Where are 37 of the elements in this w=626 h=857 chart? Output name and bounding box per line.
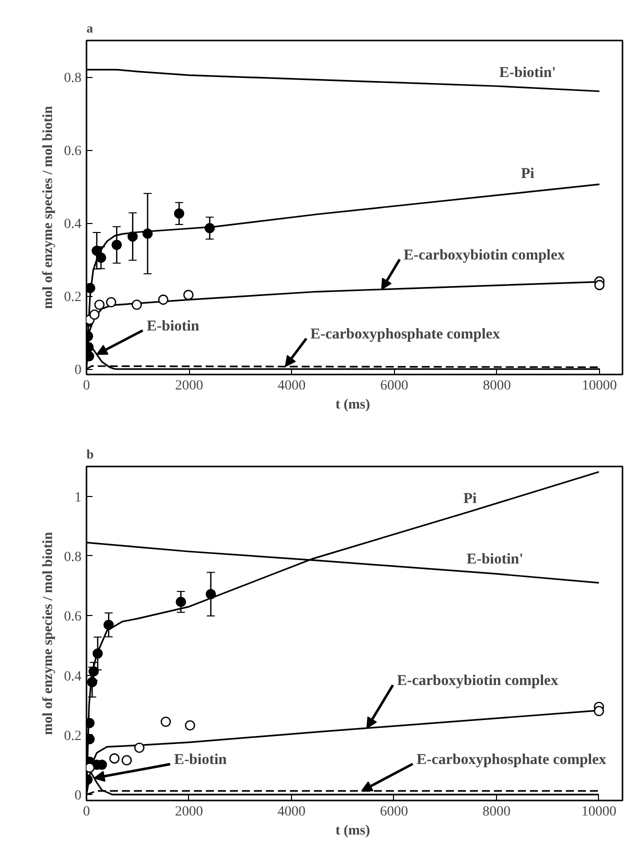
chart-title: a <box>86 20 94 36</box>
y-tick-label: 0.2 <box>64 290 82 306</box>
x-tick-label: 2000 <box>175 378 204 394</box>
annotation: E-biotin' <box>499 65 556 82</box>
annotation: E-biotin <box>146 318 200 334</box>
annotation: Pi <box>463 491 477 508</box>
y-tick-label: 0.4 <box>64 669 82 684</box>
annotation: Pi <box>520 166 534 182</box>
annotation: E-carboxybiotin complex <box>404 247 566 264</box>
x-tick-label: 10000 <box>581 804 616 820</box>
annotation: E-biotin <box>174 752 228 768</box>
y-tick-label: 0.8 <box>64 71 82 86</box>
annotation: E-biotin' <box>466 552 524 568</box>
annotation: E-carboxyphosphate complex <box>416 752 607 768</box>
y-tick-label: 0.2 <box>64 728 82 744</box>
annotation: E-carboxybiotin complex <box>396 673 559 690</box>
x-axis-title: t (ms) <box>335 398 370 412</box>
x-tick-label: 6000 <box>380 804 408 820</box>
y-axis-title: mol of enzyme species / mol biotin <box>41 106 56 309</box>
y-tick-label: 0 <box>74 788 82 804</box>
x-tick-label: 4000 <box>277 804 306 820</box>
x-tick-label: 8000 <box>482 804 510 820</box>
chart-title: b <box>86 446 94 462</box>
x-tick-label: 4000 <box>278 378 306 394</box>
x-tick-label: 2000 <box>174 804 203 820</box>
y-tick-label: 0.4 <box>64 217 82 232</box>
x-tick-label: 6000 <box>380 378 408 394</box>
annotation: E-carboxyphosphate complex <box>310 326 500 342</box>
x-tick-label: 8000 <box>482 378 511 394</box>
y-tick-label: 0.6 <box>64 610 82 625</box>
y-tick-label: 0.6 <box>64 144 82 160</box>
x-axis-title: t (ms) <box>335 824 370 838</box>
y-tick-label: 1 <box>74 490 82 506</box>
y-tick-label: 0.8 <box>64 550 82 565</box>
y-tick-label: 0 <box>74 363 82 378</box>
y-axis-title: mol of enzyme species / mol biotin <box>41 532 56 735</box>
x-tick-label: 10000 <box>582 378 617 394</box>
